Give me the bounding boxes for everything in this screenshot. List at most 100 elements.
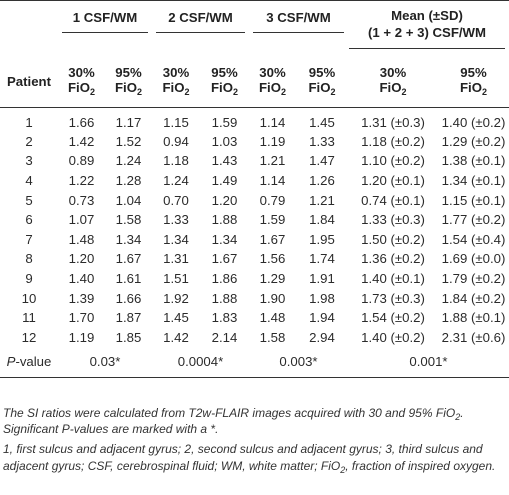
cell-c2-95: 1.03 xyxy=(211,133,238,149)
footnote-2: Significant P-values are marked with a *… xyxy=(3,422,219,436)
cell-c1-30: 1.40 xyxy=(68,270,95,286)
patient-id: 8 xyxy=(25,251,33,267)
cell-c3-30: 1.56 xyxy=(259,251,286,267)
table-row: 11 1.70 1.87 1.45 1.83 1.48 1.94 1.54 (±0.2) 1.8… xyxy=(0,308,509,328)
cell-c1-30: 0.73 xyxy=(68,192,95,208)
cell-m-30: 1.18 (±0.2) xyxy=(361,133,425,149)
table-row: 5 0.73 1.04 0.70 1.20 0.79 1.21 0.74 (±0.1) 1.15… xyxy=(0,190,509,210)
cell-c1-95: 1.58 xyxy=(115,212,142,228)
group-header-1: 1 CSF/WM xyxy=(62,4,148,33)
cell-c3-95: 2.94 xyxy=(309,329,335,345)
cell-c2-30: 1.45 xyxy=(163,310,189,326)
patient-id: 10 xyxy=(21,290,37,306)
patient-id: 5 xyxy=(25,192,33,208)
cell-m-30: 1.40 (±0.2) xyxy=(361,329,425,345)
table-row: 6 1.07 1.58 1.33 1.88 1.59 1.84 1.33 (±0.3) 1.77… xyxy=(0,210,509,230)
cell-m-30: 1.54 (±0.2) xyxy=(361,310,425,326)
cell-m-95: 1.34 (±0.1) xyxy=(441,172,506,188)
table-row: 10 1.39 1.66 1.92 1.88 1.90 1.98 1.73 (±0.3) 1.8… xyxy=(0,288,509,308)
cell-c2-30: 1.18 xyxy=(163,153,189,169)
cell-c2-95: 1.59 xyxy=(211,114,238,130)
cell-c2-95: 1.20 xyxy=(211,192,238,208)
cell-c3-30: 1.21 xyxy=(259,153,286,169)
cell-c1-95: 1.52 xyxy=(115,133,142,149)
cell-c2-30: 1.42 xyxy=(163,329,189,345)
subheader-row: Patient 30% FiO2 95% FiO2 30% FiO2 95% FiO2 … xyxy=(0,55,509,108)
cell-c1-95: 1.17 xyxy=(115,114,142,130)
footnote-1: The SI ratios were calculated from T2w-F… xyxy=(3,406,464,422)
cell-m-30: 0.74 (±0.1) xyxy=(361,192,425,208)
mean-group-rule xyxy=(349,48,505,49)
cell-c2-95: 1.88 xyxy=(211,290,238,306)
cell-c1-30: 1.42 xyxy=(68,133,95,149)
cell-c2-30: 0.70 xyxy=(163,192,189,208)
footnote-3: 1, first sulcus and adjacent gyrus; 2, s… xyxy=(3,442,496,475)
cell-m-30: 1.31 (±0.3) xyxy=(361,114,425,130)
cell-c3-95: 1.94 xyxy=(309,310,335,326)
cell-c2-95: 1.86 xyxy=(211,270,238,286)
cell-c3-30: 1.19 xyxy=(259,133,286,149)
cell-c2-95: 1.88 xyxy=(211,212,238,228)
cell-c3-30: 1.90 xyxy=(259,290,286,306)
cell-c1-95: 1.04 xyxy=(115,192,142,208)
cell-c2-30: 1.24 xyxy=(163,172,189,188)
patient-id: 12 xyxy=(21,329,37,345)
fio2-95-header: 95% FiO2 xyxy=(438,55,509,108)
cell-c3-95: 1.33 xyxy=(309,133,335,149)
results-table: 1 CSF/WM 2 CSF/WM 3 CSF/WM Patient 30% Fi… xyxy=(0,0,509,378)
cell-c1-30: 1.39 xyxy=(68,290,95,306)
pvalue-label: P-value xyxy=(0,347,58,378)
cell-m-30: 1.50 (±0.2) xyxy=(361,231,425,247)
cell-c1-30: 0.89 xyxy=(68,153,95,169)
cell-c1-30: 1.19 xyxy=(68,329,95,345)
cell-c3-95: 1.45 xyxy=(309,114,335,130)
cell-c3-30: 1.59 xyxy=(259,212,286,228)
fio2-30-header: 30% FiO2 xyxy=(58,55,105,108)
cell-c3-30: 1.58 xyxy=(259,329,286,345)
cell-c3-95: 1.95 xyxy=(309,231,335,247)
patient-id: 2 xyxy=(25,133,33,149)
cell-c2-95: 1.43 xyxy=(211,153,238,169)
cell-c3-30: 1.67 xyxy=(259,231,286,247)
patient-id: 3 xyxy=(25,153,33,169)
cell-c1-30: 1.66 xyxy=(68,114,95,130)
cell-c3-95: 1.47 xyxy=(309,153,335,169)
group-header-2: 2 CSF/WM xyxy=(156,4,245,33)
fio2-95-header: 95% FiO2 xyxy=(296,55,348,108)
patient-id: 1 xyxy=(25,114,33,130)
fio2-95-header: 95% FiO2 xyxy=(200,55,249,108)
cell-m-30: 1.10 (±0.2) xyxy=(361,153,425,169)
cell-c3-30: 0.79 xyxy=(259,192,286,208)
cell-c2-95: 2.14 xyxy=(211,329,238,345)
cell-m-95: 1.84 (±0.2) xyxy=(441,290,506,306)
cell-m-30: 1.40 (±0.1) xyxy=(361,270,425,286)
cell-c2-30: 1.33 xyxy=(163,212,189,228)
cell-c1-30: 1.22 xyxy=(68,172,95,188)
cell-c2-30: 1.34 xyxy=(163,231,189,247)
table-row: 8 1.20 1.67 1.31 1.67 1.56 1.74 1.36 (±0.2) 1.69… xyxy=(0,249,509,269)
cell-m-95: 1.15 (±0.1) xyxy=(441,192,506,208)
cell-c1-30: 1.07 xyxy=(68,212,95,228)
table-row: 1 1.66 1.17 1.15 1.59 1.14 1.45 1.31 (±0.3) 1.40… xyxy=(0,108,509,132)
cell-c2-95: 1.83 xyxy=(211,310,238,326)
cell-c2-95: 1.49 xyxy=(211,172,238,188)
cell-m-30: 1.33 (±0.3) xyxy=(361,212,425,228)
patient-header: Patient xyxy=(0,55,58,108)
cell-m-95: 1.40 (±0.2) xyxy=(441,114,506,130)
data-rows: 1 1.66 1.17 1.15 1.59 1.14 1.45 1.31 (±0.3) 1.40… xyxy=(0,108,509,348)
pvalue-group-1: 0.03* xyxy=(58,347,152,378)
cell-c3-95: 1.84 xyxy=(309,212,335,228)
cell-c2-30: 1.92 xyxy=(163,290,189,306)
cell-m-30: 1.20 (±0.1) xyxy=(361,172,425,188)
cell-c2-95: 1.67 xyxy=(211,251,238,267)
cell-m-95: 2.31 (±0.6) xyxy=(441,329,506,345)
cell-m-95: 1.29 (±0.2) xyxy=(441,133,506,149)
cell-c1-95: 1.85 xyxy=(115,329,142,345)
cell-c1-95: 1.61 xyxy=(115,270,142,286)
patient-id: 9 xyxy=(25,270,33,286)
cell-m-95: 1.54 (±0.4) xyxy=(441,231,506,247)
table-row: 12 1.19 1.85 1.42 2.14 1.58 2.94 1.40 (±0.2) 2.3… xyxy=(0,327,509,347)
patient-id: 6 xyxy=(25,212,33,228)
cell-m-95: 1.69 (±0.0) xyxy=(441,251,506,267)
